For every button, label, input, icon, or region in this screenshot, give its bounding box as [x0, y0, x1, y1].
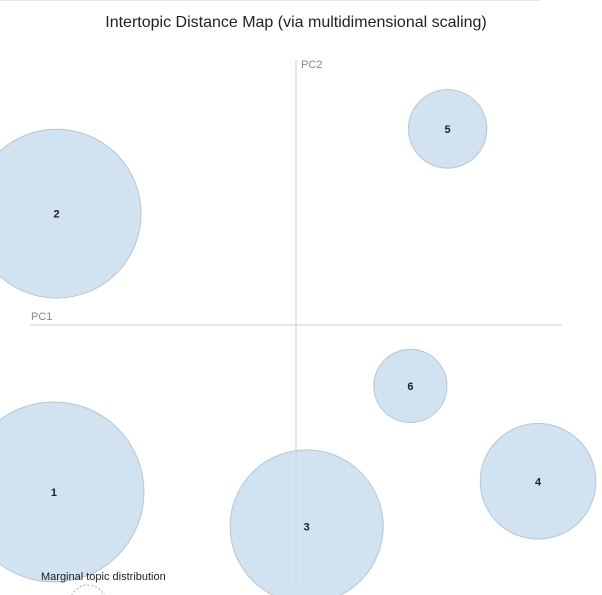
topic-label-1: 1: [51, 487, 57, 499]
topic-label-3: 3: [304, 521, 310, 533]
topic-bubble-5[interactable]: [407, 89, 488, 169]
topic-label-6: 6: [407, 381, 413, 393]
topic-label-2: 2: [54, 209, 60, 221]
legend-title: Marginal topic distribution: [41, 571, 166, 583]
chart-title: Intertopic Distance Map (via multidimens…: [105, 14, 487, 31]
topic-bubble-6[interactable]: [373, 348, 448, 424]
marginal-distribution-legend-circle: [71, 584, 105, 595]
pc2-axis-label: PC2: [301, 59, 322, 71]
topic-bubbles: 1 2 3 4 5 6: [0, 89, 597, 595]
topic-label-5: 5: [445, 124, 451, 136]
pc1-axis-label: PC1: [31, 311, 52, 323]
topic-bubble-3[interactable]: [229, 449, 384, 595]
top-rule: [0, 0, 540, 1]
topic-bubble-1[interactable]: [0, 401, 145, 583]
topic-label-4: 4: [535, 476, 542, 488]
topic-bubble-2[interactable]: [0, 128, 142, 299]
topic-bubble-4[interactable]: [479, 423, 597, 540]
